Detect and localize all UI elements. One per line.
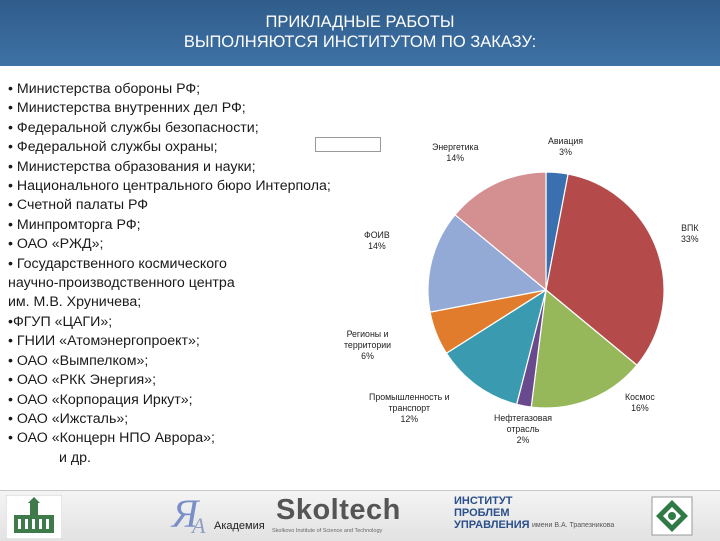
label-kosmos: Космос 16% (625, 392, 655, 414)
list-item: • Федеральной службы безопасности; (8, 119, 259, 136)
label-prom-name: Промышленность и (369, 392, 450, 402)
pie-slice-7 (454, 171, 547, 292)
list-item: • ОАО «Концерн НПО Аврора»; (8, 430, 215, 447)
list-item: • Министерства внутренних дел РФ; (8, 100, 246, 117)
label-aviation: Авиация 3% (548, 136, 583, 158)
label-neft-name2: отрасль (506, 424, 540, 434)
list-item: им. М.В. Хруничева; (8, 294, 142, 311)
header-bar (0, 0, 720, 66)
label-energetika-name: Энергетика (432, 142, 479, 152)
ipu-line-3: УПРАВЛЕНИЯ (454, 519, 530, 531)
list-item-etc: и др. (59, 449, 91, 466)
svg-text:А: А (190, 513, 206, 538)
label-vpk-pct: 33% (681, 234, 699, 244)
list-item: • ОАО «РЖД»; (8, 236, 104, 253)
label-prom-name2: транспорт (388, 403, 430, 413)
label-vpk-name: ВПК (681, 223, 699, 233)
list-item: • ОАО «Корпорация Иркут»; (8, 391, 193, 408)
list-item: •ФГУП «ЦАГИ»; (8, 313, 113, 330)
label-neft-pct: 2% (516, 435, 530, 445)
list-item: • Счетной палаты РФ (8, 197, 149, 214)
label-neft-name: Нефтегазовая (494, 413, 552, 423)
label-aviation-pct: 3% (559, 147, 572, 157)
list-item: • Государственного космического (8, 255, 227, 272)
title-line-2: ВЫПОЛНЯЮТСЯ ИНСТИТУТОМ ПО ЗАКАЗУ: (183, 33, 537, 51)
customer-list: • Министерства обороны РФ; • Министерств… (8, 80, 388, 468)
label-kosmos-name: Космос (625, 392, 655, 402)
institute-emblem-icon (651, 496, 693, 536)
pie-chart-svg (427, 171, 665, 409)
list-item: • Федеральной службы охраны; (8, 139, 218, 156)
pie-chart: Авиация 3% Энергетика 14% ВПК 33% ФОИВ 1… (344, 136, 699, 446)
akademia-label: Академия (214, 520, 265, 532)
label-neftegaz: Нефтегазовая отрасль 2% (494, 413, 552, 446)
label-vpk: ВПК 33% (681, 223, 699, 245)
list-item: • Министерства обороны РФ; (8, 81, 201, 97)
label-foiv-pct: 14% (368, 241, 386, 251)
akademia-letter-a: Я (170, 493, 201, 536)
label-foiv-name: ФОИВ (364, 230, 390, 240)
list-item: научно-производственного центра (8, 275, 235, 292)
pie-slice-1 (545, 173, 665, 367)
label-regiony: Регионы и территории 6% (344, 329, 391, 362)
page-title: ПРИКЛАДНЫЕ РАБОТЫ ВЫПОЛНЯЮТСЯ ИНСТИТУТОМ… (0, 12, 720, 52)
skoltech-logo: Skoltech (276, 494, 401, 526)
label-energetika: Энергетика 14% (432, 142, 478, 164)
label-regiony-name2: территории (344, 340, 392, 350)
ipu-logo: ИНСТИТУТ ПРОБЛЕМ УПРАВЛЕНИЯ (454, 495, 536, 531)
label-promyshlennost: Промышленность и транспорт 12% (369, 392, 450, 425)
footer-logos: Я А Академия Skoltech Skolkovo Institute… (0, 490, 720, 541)
label-regiony-pct: 6% (361, 351, 374, 361)
skoltech-subtitle: Skolkovo Institute of Science and Techno… (272, 528, 383, 534)
akademia-logo: Я А (170, 493, 206, 538)
label-aviation-name: Авиация (548, 136, 584, 146)
list-item: • ОАО «РКК Энергия»; (8, 372, 157, 389)
label-regiony-name: Регионы и (346, 329, 389, 339)
list-item: • ОАО «Ижсталь»; (8, 410, 129, 427)
list-item: • ГНИИ «Атомэнергопроект»; (8, 333, 200, 350)
list-item: • ОАО «Вымпелком»; (8, 352, 149, 369)
blank-label-box (315, 137, 381, 152)
label-foiv: ФОИВ 14% (364, 230, 390, 252)
pie-slice-2 (530, 288, 638, 409)
ipu-line-1: ИНСТИТУТ (454, 495, 513, 507)
title-line-1: ПРИКЛАДНЫЕ РАБОТЫ (265, 13, 455, 31)
label-energetika-pct: 14% (446, 153, 465, 163)
ipu-name: имени В.А. Трапезникова (532, 522, 615, 529)
label-kosmos-pct: 16% (631, 403, 649, 413)
university-building-icon (6, 495, 62, 539)
pie-slice-6 (427, 213, 548, 313)
pie-slice-4 (445, 288, 547, 406)
list-item: • Министерства образования и науки; (8, 158, 256, 175)
list-item: • Минпромторга РФ; (8, 216, 141, 233)
list-item: • Национального центрального бюро Интерп… (8, 178, 331, 195)
label-prom-pct: 12% (400, 414, 419, 424)
ipu-line-2: ПРОБЛЕМ (454, 507, 510, 519)
